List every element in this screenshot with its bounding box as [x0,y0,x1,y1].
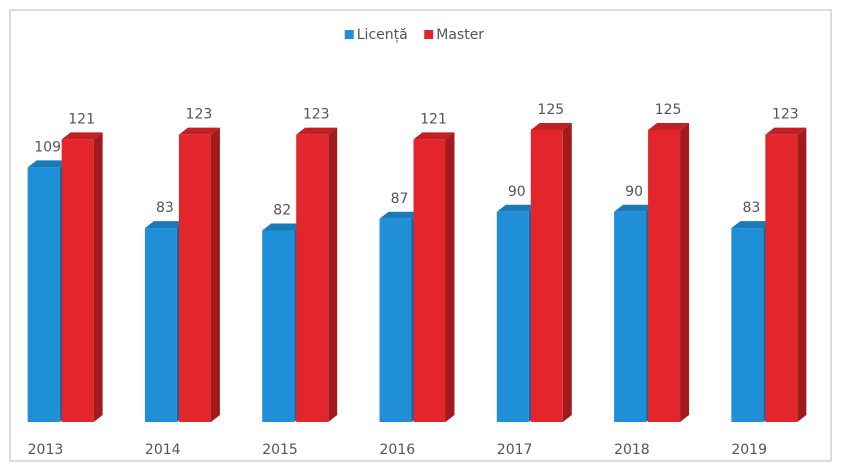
bar-top [379,211,421,219]
bar [296,134,329,422]
legend-label: Licență [357,27,408,43]
bar [144,228,177,422]
bar-top [61,132,103,140]
bar-top [765,127,807,135]
legend-swatch [424,30,434,39]
bar-side [93,132,103,422]
bar-top [731,221,773,229]
bar [178,134,211,422]
bar-top [262,223,304,231]
bar [27,167,60,422]
bar-top [296,127,338,135]
bar [61,139,94,422]
bar-top [144,221,186,229]
bar-top [178,127,220,135]
data-label: 125 [537,102,564,118]
data-label: 87 [391,191,409,207]
x-tick-label: 2016 [380,442,416,458]
data-label: 83 [156,200,174,216]
x-tick-label: 2019 [731,442,767,458]
bar [496,211,529,422]
bar-top [614,204,656,212]
bar-side [210,127,220,422]
bar [262,230,295,422]
bar-side [445,132,455,422]
x-tick-label: 2013 [28,442,64,458]
bar [379,218,412,422]
bar-side [680,123,690,422]
data-label: 82 [273,202,291,218]
x-tick-label: 2014 [145,442,181,458]
bar [614,211,647,422]
data-label: 83 [742,200,760,216]
data-label: 121 [420,111,447,127]
bar-top [496,204,538,212]
bar-side [328,127,338,422]
x-tick-label: 2018 [614,442,650,458]
bar [648,130,681,422]
bar-top [413,132,455,140]
data-label: 123 [772,107,799,123]
bar-side [562,123,572,422]
legend-swatch [344,30,354,39]
bar [413,139,446,422]
data-label: 90 [625,184,643,200]
bar [530,130,563,422]
bar-top [648,123,690,130]
bar-top [27,160,69,168]
data-label: 123 [303,107,330,123]
data-label: 125 [655,102,682,118]
data-label: 123 [186,107,213,123]
data-label: 109 [34,139,61,155]
x-tick-label: 2017 [497,442,533,458]
x-tick-label: 2015 [262,442,298,458]
legend-label: Master [436,27,484,43]
bar-side [797,127,807,422]
bar [765,134,798,422]
data-label: 121 [68,111,95,127]
bar [731,228,764,422]
bar-top [530,123,572,130]
data-label: 90 [508,184,526,200]
